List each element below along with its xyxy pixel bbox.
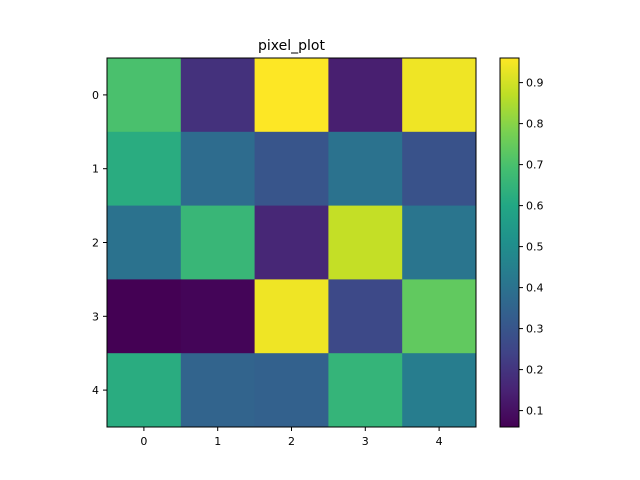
y-tick-label: 3 [92, 310, 99, 323]
x-tick-label: 1 [214, 435, 221, 448]
heatmap-cell-r3-c1 [180, 279, 256, 354]
heatmap-cell-r2-c0 [107, 205, 182, 280]
y-tick-label: 0 [92, 89, 99, 102]
heatmap-cell-r4-c1 [180, 353, 256, 428]
x-axis: 0 1 2 3 4 [140, 427, 443, 448]
heatmap-cell-r3-c4 [402, 279, 477, 354]
heatmap-cells [107, 58, 477, 428]
colorbar-tick-label: 0.6 [526, 200, 544, 213]
colorbar-tick-label: 0.2 [526, 364, 544, 377]
heatmap-cell-r4-c4 [402, 353, 477, 428]
heatmap-cell-r2-c3 [328, 205, 403, 280]
colorbar-tick-label: 0.9 [526, 77, 544, 90]
heatmap-cell-r0-c3 [328, 58, 403, 133]
heatmap-cell-r0-c1 [180, 58, 256, 133]
heatmap-cell-r1-c0 [107, 131, 182, 207]
y-axis: 0 1 2 3 4 [92, 89, 107, 397]
heatmap-cell-r4-c0 [107, 353, 182, 428]
colorbar-axis: 0.1 0.2 0.3 0.4 0.5 0.6 0.7 0.8 0.9 [519, 77, 544, 418]
heatmap-cell-r0-c4 [402, 58, 477, 133]
heatmap-cell-r2-c4 [402, 205, 477, 280]
colorbar-tick-label: 0.4 [526, 282, 544, 295]
colorbar [499, 57, 520, 428]
x-tick-label: 3 [362, 435, 369, 448]
colorbar-tick-label: 0.5 [526, 241, 544, 254]
x-tick-label: 2 [288, 435, 295, 448]
heatmap-cell-r3-c2 [254, 279, 329, 354]
colorbar-tick-label: 0.3 [526, 323, 544, 336]
heatmap-cell-r1-c2 [254, 131, 329, 207]
y-tick-label: 1 [92, 163, 99, 176]
y-tick-label: 4 [92, 384, 99, 397]
colorbar-tick-label: 0.7 [526, 159, 544, 172]
x-tick-label: 4 [436, 435, 443, 448]
heatmap-cell-r1-c1 [180, 131, 256, 207]
y-tick-label: 2 [92, 237, 99, 250]
x-tick-label: 0 [140, 435, 147, 448]
heatmap-cell-r4-c3 [328, 353, 403, 428]
heatmap-cell-r0-c2 [254, 58, 329, 133]
heatmap-cell-r4-c2 [254, 353, 329, 428]
heatmap-cell-r2-c2 [254, 205, 329, 280]
heatmap-cell-r3-c0 [107, 279, 182, 354]
heatmap-cell-r0-c0 [107, 58, 182, 133]
colorbar-tick-label: 0.1 [526, 405, 544, 418]
heatmap-cell-r3-c3 [328, 279, 403, 354]
chart-title: pixel_plot [258, 38, 325, 54]
colorbar-tick-label: 0.8 [526, 118, 544, 131]
heatmap-cell-r1-c3 [328, 131, 403, 207]
heatmap-cell-r2-c1 [180, 205, 256, 280]
heatmap-cell-r1-c4 [402, 131, 477, 207]
